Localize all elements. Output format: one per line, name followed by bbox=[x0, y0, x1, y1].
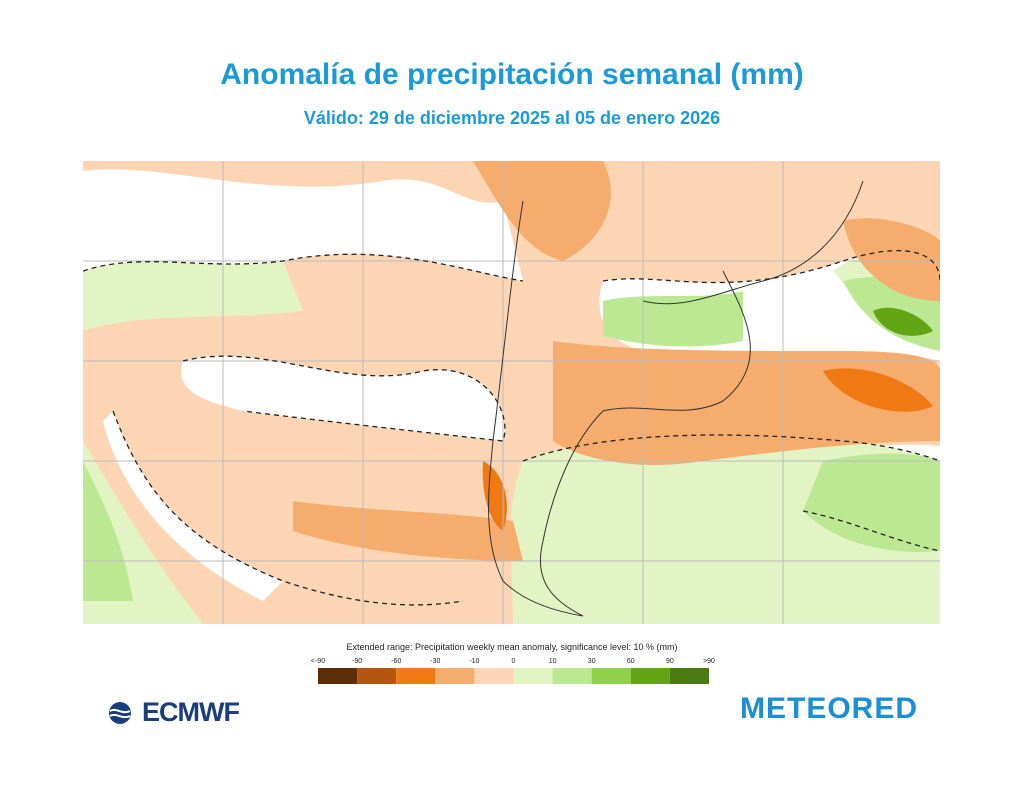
meteored-logo: METEORED bbox=[740, 692, 919, 725]
colorbar-label: 90 bbox=[666, 658, 674, 665]
colorbar-label: 0 bbox=[512, 658, 516, 665]
colorbar-label: -60 bbox=[391, 658, 401, 665]
colorbar-label: -10 bbox=[469, 658, 479, 665]
colorbar-box bbox=[513, 668, 553, 684]
colorbar-label: >90 bbox=[703, 658, 715, 665]
colorbar-label: 30 bbox=[588, 658, 596, 665]
colorbar-box bbox=[591, 668, 631, 684]
colorbar-label: -30 bbox=[430, 658, 440, 665]
title: Anomalía de precipitación semanal (mm) bbox=[220, 58, 804, 91]
colorbar: <-90 -90 -60 -30 -10 0 10 30 60 90 >90 bbox=[311, 658, 715, 684]
colorbar-box bbox=[669, 668, 709, 684]
colorbar-label: 10 bbox=[549, 658, 557, 665]
colorbar-label: 60 bbox=[627, 658, 635, 665]
colorbar-box bbox=[357, 668, 397, 684]
colorbar-box bbox=[630, 668, 670, 684]
ecmwf-icon bbox=[109, 701, 131, 724]
colorbar-label: -90 bbox=[352, 658, 362, 665]
ecmwf-logo: ECMWF bbox=[108, 697, 240, 728]
colorbar-box bbox=[435, 668, 475, 684]
subtitle: Válido: 29 de diciembre 2025 al 05 de en… bbox=[303, 108, 721, 128]
colorbar-box bbox=[552, 668, 592, 684]
map bbox=[83, 161, 940, 624]
colorbar-box bbox=[396, 668, 436, 684]
colorbar-box bbox=[318, 668, 358, 684]
ecmwf-text: ECMWF bbox=[142, 697, 240, 727]
legend-caption: Extended range: Precipitation weekly mea… bbox=[346, 642, 678, 652]
colorbar-box bbox=[474, 668, 514, 684]
colorbar-label: <-90 bbox=[311, 658, 325, 665]
